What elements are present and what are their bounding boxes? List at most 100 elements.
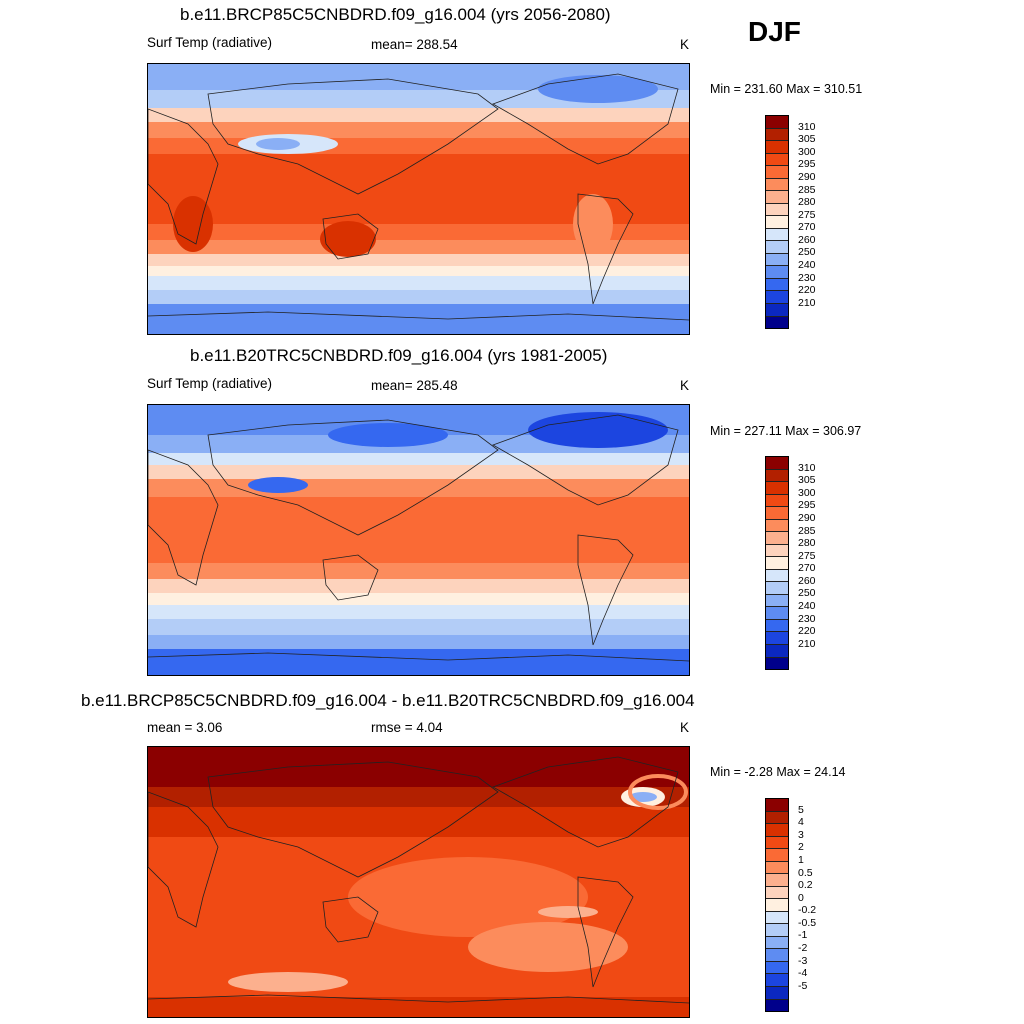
colorbar-swatch: [766, 936, 788, 950]
colorbar-swatch: [766, 632, 788, 645]
colorbar-label: -5: [798, 979, 808, 992]
colorbar-label: 295: [798, 158, 816, 171]
colorbar-swatch: [766, 316, 788, 329]
colorbar-label: 0.5: [798, 866, 813, 879]
panel-1-mean-label: mean= 288.54: [371, 37, 458, 52]
colorbar-swatch: [766, 178, 788, 192]
panel-2-map: [147, 404, 690, 676]
colorbar-swatch: [766, 861, 788, 875]
colorbar-label: 220: [798, 284, 816, 297]
colorbar-label: -4: [798, 967, 808, 980]
colorbar-swatch: [766, 557, 788, 570]
panel-3-colorbar: [765, 798, 789, 1012]
colorbar-swatch: [766, 141, 788, 154]
colorbar-swatch: [766, 482, 788, 495]
colorbar-swatch: [766, 241, 788, 254]
colorbar-swatch: [766, 128, 788, 142]
colorbar-swatch: [766, 216, 788, 229]
colorbar-swatch: [766, 899, 788, 912]
colorbar-swatch: [766, 469, 788, 483]
colorbar-swatch: [766, 166, 788, 179]
colorbar-label: 230: [798, 612, 816, 625]
colorbar-swatch: [766, 569, 788, 583]
panel-3-title: b.e11.BRCP85C5CNBDRD.f09_g16.004 - b.e11…: [81, 691, 695, 710]
colorbar-swatch: [766, 519, 788, 533]
colorbar-swatch: [766, 253, 788, 267]
colorbar-label: -0.5: [798, 916, 817, 929]
colorbar-swatch: [766, 849, 788, 862]
colorbar-swatch: [766, 836, 788, 850]
colorbar-swatch: [766, 949, 788, 962]
colorbar-label: 305: [798, 474, 816, 487]
colorbar-label: 0.2: [798, 879, 813, 892]
colorbar-label: 280: [798, 196, 816, 209]
colorbar-swatch: [766, 924, 788, 937]
colorbar-label: 275: [798, 549, 816, 562]
colorbar-label: 260: [798, 574, 816, 587]
panel-2-title: b.e11.B20TRC5CNBDRD.f09_g16.004 (yrs 198…: [190, 346, 608, 365]
colorbar-swatch: [766, 811, 788, 825]
colorbar-label: 310: [798, 120, 816, 133]
colorbar-label: 300: [798, 486, 816, 499]
colorbar-label: 210: [798, 637, 816, 650]
panel-1-units: K: [680, 37, 690, 52]
colorbar-label: -0.2: [798, 904, 817, 917]
colorbar-label: -3: [798, 954, 808, 967]
colorbar-swatch: [766, 544, 788, 558]
panel-1-title: b.e11.BRCP85C5CNBDRD.f09_g16.004 (yrs 20…: [180, 5, 611, 24]
colorbar-label: 250: [798, 587, 816, 600]
panel-2-mean-label: mean= 285.48: [371, 378, 458, 393]
colorbar-label: 270: [798, 221, 816, 234]
colorbar-label: -1: [798, 929, 808, 942]
panel-2-variable-label: Surf Temp (radiative): [147, 376, 273, 391]
season-label: DJF: [748, 16, 801, 47]
colorbar-swatch: [766, 911, 788, 925]
panel-1-minmax: Min = 231.60 Max = 310.51: [710, 82, 863, 96]
colorbar-swatch: [766, 824, 788, 837]
colorbar-label: 260: [798, 233, 816, 246]
panel-3-mean-label: mean = 3.06: [147, 720, 223, 735]
colorbar-label: 290: [798, 511, 816, 524]
panel-1-colorbar: [765, 115, 789, 329]
colorbar-swatch: [766, 644, 788, 658]
colorbar-swatch: [766, 594, 788, 608]
colorbar-swatch: [766, 303, 788, 317]
colorbar-swatch: [766, 607, 788, 620]
panel-2-minmax: Min = 227.11 Max = 306.97: [710, 424, 862, 438]
colorbar-swatch: [766, 203, 788, 217]
colorbar-label: 290: [798, 170, 816, 183]
colorbar-swatch: [766, 507, 788, 520]
panel-1-map: [147, 63, 690, 335]
panel-3-minmax: Min = -2.28 Max = 24.14: [710, 765, 846, 779]
colorbar-label: 275: [798, 208, 816, 221]
colorbar-label: 5: [798, 803, 804, 816]
colorbar-swatch: [766, 278, 788, 292]
colorbar-label: 230: [798, 271, 816, 284]
colorbar-swatch: [766, 657, 788, 670]
colorbar-swatch: [766, 799, 788, 812]
colorbar-swatch: [766, 999, 788, 1012]
colorbar-swatch: [766, 961, 788, 975]
colorbar-label: 220: [798, 625, 816, 638]
colorbar-label: 295: [798, 499, 816, 512]
colorbar-label: 210: [798, 296, 816, 309]
panel-2-units: K: [680, 378, 690, 393]
colorbar-label: 305: [798, 133, 816, 146]
colorbar-swatch: [766, 874, 788, 887]
colorbar-swatch: [766, 886, 788, 900]
colorbar-swatch: [766, 291, 788, 304]
panel-3-map: [147, 746, 690, 1018]
panel-1-variable-label: Surf Temp (radiative): [147, 35, 273, 50]
colorbar-swatch: [766, 266, 788, 279]
colorbar-label: 285: [798, 183, 816, 196]
colorbar-swatch: [766, 494, 788, 508]
panel-2-colorbar: [765, 456, 789, 670]
colorbar-label: 285: [798, 524, 816, 537]
colorbar-label: -2: [798, 942, 808, 955]
panel-3-rmse-label: rmse = 4.04: [371, 720, 443, 735]
colorbar-label: 0: [798, 891, 804, 904]
colorbar-label: 2: [798, 841, 804, 854]
colorbar-swatch: [766, 532, 788, 545]
colorbar-label: 270: [798, 562, 816, 575]
colorbar-swatch: [766, 986, 788, 1000]
